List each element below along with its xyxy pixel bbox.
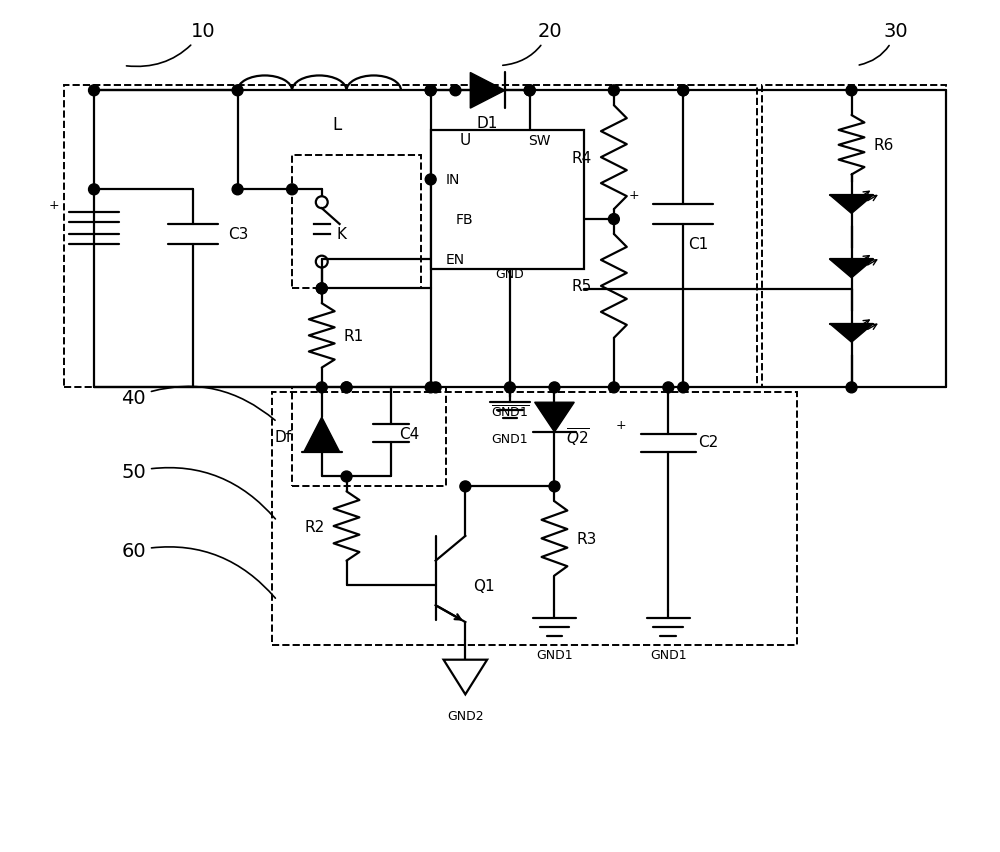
- Circle shape: [341, 471, 352, 482]
- Circle shape: [341, 383, 352, 394]
- Text: R4: R4: [572, 151, 592, 165]
- Text: U: U: [460, 133, 471, 148]
- Text: +: +: [49, 199, 60, 211]
- Polygon shape: [830, 196, 873, 214]
- Circle shape: [846, 86, 857, 96]
- Circle shape: [549, 383, 560, 394]
- Text: K: K: [337, 227, 347, 242]
- Circle shape: [287, 185, 297, 196]
- Circle shape: [232, 185, 243, 196]
- Bar: [64, 86, 431, 388]
- Circle shape: [460, 481, 471, 492]
- Text: 40: 40: [121, 387, 275, 421]
- Text: +: +: [615, 418, 626, 431]
- Text: GND: GND: [496, 268, 524, 280]
- Circle shape: [341, 383, 352, 394]
- Bar: [292, 388, 446, 486]
- Polygon shape: [444, 660, 487, 694]
- Circle shape: [316, 284, 327, 295]
- Text: C3: C3: [228, 227, 248, 242]
- Text: $\overline{\mathrm{GND1}}$: $\overline{\mathrm{GND1}}$: [491, 405, 529, 420]
- Circle shape: [663, 383, 674, 394]
- Circle shape: [678, 383, 689, 394]
- Text: GND1: GND1: [536, 648, 573, 661]
- Bar: [762, 86, 946, 388]
- Circle shape: [425, 383, 436, 394]
- Polygon shape: [830, 260, 873, 279]
- Circle shape: [549, 481, 560, 492]
- Bar: [292, 155, 421, 289]
- Circle shape: [608, 215, 619, 225]
- Polygon shape: [535, 403, 574, 433]
- Text: R5: R5: [572, 279, 592, 294]
- Circle shape: [524, 86, 535, 96]
- Circle shape: [608, 86, 619, 96]
- Circle shape: [425, 86, 436, 96]
- Text: 30: 30: [859, 22, 908, 66]
- Circle shape: [524, 86, 535, 96]
- Bar: [272, 393, 797, 645]
- Polygon shape: [830, 325, 873, 343]
- Circle shape: [425, 86, 436, 96]
- Polygon shape: [470, 73, 505, 109]
- Bar: [431, 86, 757, 388]
- Text: +: +: [628, 188, 639, 202]
- Text: EN: EN: [446, 252, 465, 267]
- Circle shape: [89, 86, 99, 96]
- Text: C1: C1: [688, 237, 708, 252]
- Text: 10: 10: [126, 22, 215, 67]
- Circle shape: [608, 383, 619, 394]
- Text: 20: 20: [503, 22, 562, 66]
- Circle shape: [504, 383, 515, 394]
- Text: GND1: GND1: [492, 433, 528, 446]
- Circle shape: [450, 86, 461, 96]
- Text: R1: R1: [344, 329, 364, 343]
- Circle shape: [425, 175, 436, 186]
- Text: GND1: GND1: [650, 648, 687, 661]
- Text: C4: C4: [399, 427, 419, 442]
- Circle shape: [316, 284, 327, 295]
- Polygon shape: [304, 417, 340, 452]
- Circle shape: [430, 383, 441, 394]
- Text: C2: C2: [698, 435, 718, 450]
- Text: 50: 50: [121, 463, 275, 520]
- Text: Df: Df: [275, 430, 292, 445]
- Circle shape: [678, 86, 689, 96]
- Text: R6: R6: [873, 138, 894, 153]
- Circle shape: [89, 185, 99, 196]
- Text: R2: R2: [304, 519, 325, 534]
- Text: SW: SW: [528, 134, 551, 147]
- Bar: [431, 130, 584, 269]
- Text: R3: R3: [576, 532, 597, 546]
- Text: 60: 60: [121, 542, 275, 598]
- Text: Q1: Q1: [473, 579, 495, 593]
- Circle shape: [846, 383, 857, 394]
- Text: $\overline{Q2}$: $\overline{Q2}$: [566, 426, 590, 448]
- Text: L: L: [332, 116, 341, 134]
- Circle shape: [678, 86, 689, 96]
- Text: GND2: GND2: [447, 710, 484, 722]
- Circle shape: [316, 383, 327, 394]
- Circle shape: [232, 86, 243, 96]
- Text: IN: IN: [446, 173, 460, 187]
- Text: FB: FB: [455, 213, 473, 227]
- Text: D1: D1: [476, 116, 498, 131]
